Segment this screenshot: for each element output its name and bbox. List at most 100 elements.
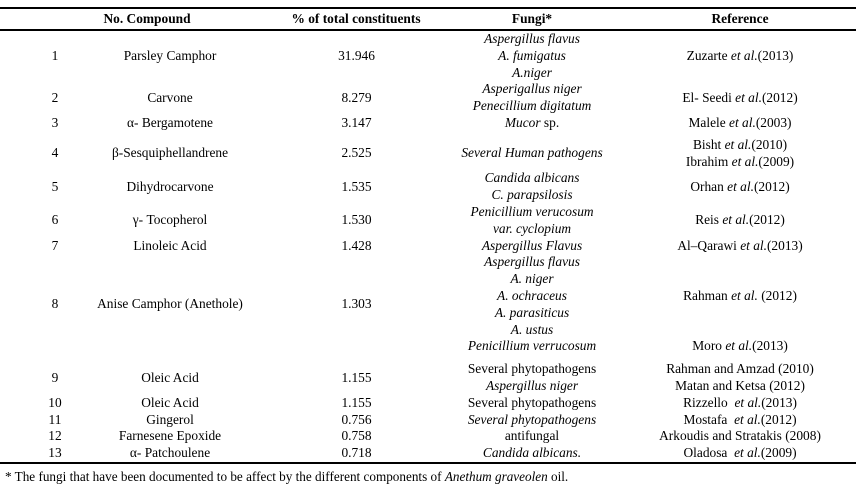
table-body: 1 Parsley Camphor 31.946 Aspergillus flavus… <box>0 30 856 464</box>
header-no-compound: No. Compound <box>0 8 246 31</box>
reference-cell: Bisht et al.(2010) Ibrahim et al.(2009) <box>624 132 856 171</box>
fungi-cell: Several phytopathogens Aspergillus niger <box>440 355 624 395</box>
compound-cell: Oleic Acid <box>141 369 199 385</box>
fungus-line: Asperigallus niger <box>482 81 582 97</box>
table-row: 3 α- Bergamotene 3.147 Mucor sp. Malele et a… <box>0 115 856 132</box>
compound-cell: Linoleic Acid <box>133 237 207 253</box>
reference-cell: Rahman and Amzad (2010) Matan and Ketsa (… <box>624 355 856 395</box>
reference-cell: Malele et al.(2003) <box>624 115 856 132</box>
compound-cell: α- Patchoulene <box>95 445 246 464</box>
fungus-line: Several Human pathogens <box>461 145 603 161</box>
percent-cell: 2.525 <box>341 145 372 161</box>
row-number-cell: 6 <box>51 212 59 228</box>
reference-line: Arkoudis and Stratakis (2008) <box>659 428 821 444</box>
reference-cell: Zuzarte et al.(2013) <box>624 30 856 81</box>
reference-line: Ibrahim et al.(2009) <box>685 153 795 169</box>
compound-fungi-table: No. Compound % of total constituents Fun… <box>0 7 856 464</box>
row-number-cell: 7 <box>51 237 59 253</box>
reference-line <box>624 305 856 322</box>
reference-line <box>624 322 856 339</box>
reference-line: Orhan et al.(2012) <box>690 178 790 194</box>
fungi-cell: Aspergillus flavus A. fumigatus A.niger <box>440 30 624 81</box>
fungus-line: Penicillium verrucosum <box>467 338 597 354</box>
reference-line: Malele et al.(2003) <box>688 114 792 130</box>
fungi-cell: antifungal <box>440 428 624 445</box>
percent-cell: 0.756 <box>341 411 372 427</box>
compound-cell: α- Bergamotene <box>127 114 213 130</box>
fungus-line: A.niger <box>512 64 552 80</box>
row-number-cell: 2 <box>51 89 59 105</box>
reference-line <box>624 254 856 271</box>
table-row: 6 γ- Tocopherol 1.530 Penicillium verucosum… <box>0 204 856 238</box>
row-number-cell: 12 <box>48 428 62 444</box>
compound-cell: β-Sesquiphellandrene <box>111 145 229 161</box>
reference-line: Al–Qarawi et al.(2013) <box>677 237 803 253</box>
compound-cell: Oleic Acid <box>141 394 199 410</box>
fungus-line: Several phytopathogens <box>467 361 597 377</box>
reference-line: Rahman and Amzad (2010) <box>666 361 814 377</box>
reference-line: Zuzarte et al.(2013) <box>686 47 794 63</box>
reference-line: Rizzello et al.(2013) <box>683 394 797 410</box>
fungi-cell: Several phytopathogens <box>440 412 624 429</box>
reference-cell: Al–Qarawi et al.(2013) <box>624 238 856 255</box>
header-fungi: Fungi* <box>440 8 625 31</box>
header-reference: Reference <box>624 8 856 31</box>
fungus-line: Aspergillus niger <box>485 377 579 393</box>
table-row: 1 Parsley Camphor 31.946 Aspergillus flavus… <box>0 30 856 81</box>
reference-line: Mostafa et al.(2012) <box>683 411 797 427</box>
row-number-cell: 8 <box>51 296 59 312</box>
header-row: No. Compound % of total constituents Fun… <box>0 8 856 31</box>
fungi-cell: Asperigallus niger Penecillium digitatum <box>440 81 624 115</box>
fungi-cell: Several Human pathogens <box>440 132 624 171</box>
reference-cell: El- Seedi et al.(2012) <box>624 81 856 115</box>
table-row: 10 Oleic Acid 1.155 Several phytopathogens R… <box>0 395 856 412</box>
table-row: 11 Gingerol 0.756 Several phytopathogens Mos… <box>0 412 856 429</box>
reference-line: Matan and Ketsa (2012) <box>675 377 805 393</box>
fungus-line: A. ochraceus <box>497 287 567 303</box>
fungus-line: A. fumigatus <box>498 47 566 63</box>
row-number-cell: 13 <box>0 445 95 464</box>
fungus-line: Aspergillus flavus <box>484 31 580 46</box>
percent-cell: 1.155 <box>341 394 372 410</box>
paper-sheet: No. Compound % of total constituents Fun… <box>0 7 856 485</box>
fungi-cell: Aspergillus flavus A. niger A. ochraceus A.… <box>440 254 624 355</box>
fungi-cell: Candida albicans C. parapsilosis <box>440 170 624 204</box>
compound-cell: Dihydrocarvone <box>126 178 214 194</box>
fungi-cell: Several phytopathogens <box>440 395 624 412</box>
table-row: 2 Carvone 8.279 Asperigallus niger Penecilli… <box>0 81 856 115</box>
fungus-line: Several phytopathogens <box>467 411 597 427</box>
fungus-line: Aspergillus flavus <box>484 254 580 270</box>
compound-cell: Parsley Camphor <box>123 47 217 63</box>
fungus-line: Candida albicans. <box>482 445 582 461</box>
percent-cell: 1.428 <box>341 237 372 253</box>
compound-cell: Gingerol <box>146 411 194 427</box>
table-row: 7 Linoleic Acid 1.428 Aspergillus Flavus Al–… <box>0 238 856 255</box>
compound-cell: γ- Tocopherol <box>132 212 208 228</box>
fungi-cell: Candida albicans. <box>440 445 625 464</box>
fungus-line: Several phytopathogens <box>467 394 597 410</box>
fungus-line: A. ustus <box>510 321 554 337</box>
row-number-cell: 11 <box>48 411 62 427</box>
percent-cell: 0.758 <box>341 428 372 444</box>
percent-cell: 1.155 <box>341 369 372 385</box>
table-row: 9 Oleic Acid 1.155 Several phytopathogens As… <box>0 355 856 395</box>
row-number-cell: 3 <box>51 114 59 130</box>
reference-line: Oladosa et al.(2009) <box>683 445 797 461</box>
table-footnote: * The fungi that have been documented to… <box>5 468 569 484</box>
percent-cell: 3.147 <box>341 114 372 130</box>
reference-line <box>624 271 856 288</box>
reference-line: Bisht et al.(2010) <box>692 136 788 152</box>
fungus-line: A. niger <box>510 271 554 287</box>
percent-cell: 1.535 <box>341 178 372 194</box>
reference-line: El- Seedi et al.(2012) <box>682 89 798 105</box>
reference-cell: Reis et al.(2012) <box>624 204 856 238</box>
fungus-line: C. parapsilosis <box>491 187 573 203</box>
percent-cell: 8.279 <box>341 89 372 105</box>
compound-cell: Carvone <box>147 89 193 105</box>
reference-cell: Rahman et al. (2012) Moro et al.(2013) <box>624 254 856 355</box>
fungus-line: A. parasiticus <box>494 304 570 320</box>
percent-cell: 1.303 <box>341 296 372 312</box>
table-row: 4 β-Sesquiphellandrene 2.525 Several Human … <box>0 132 856 171</box>
reference-cell: Rizzello et al.(2013) <box>624 395 856 412</box>
percent-cell: 0.718 <box>245 445 441 464</box>
